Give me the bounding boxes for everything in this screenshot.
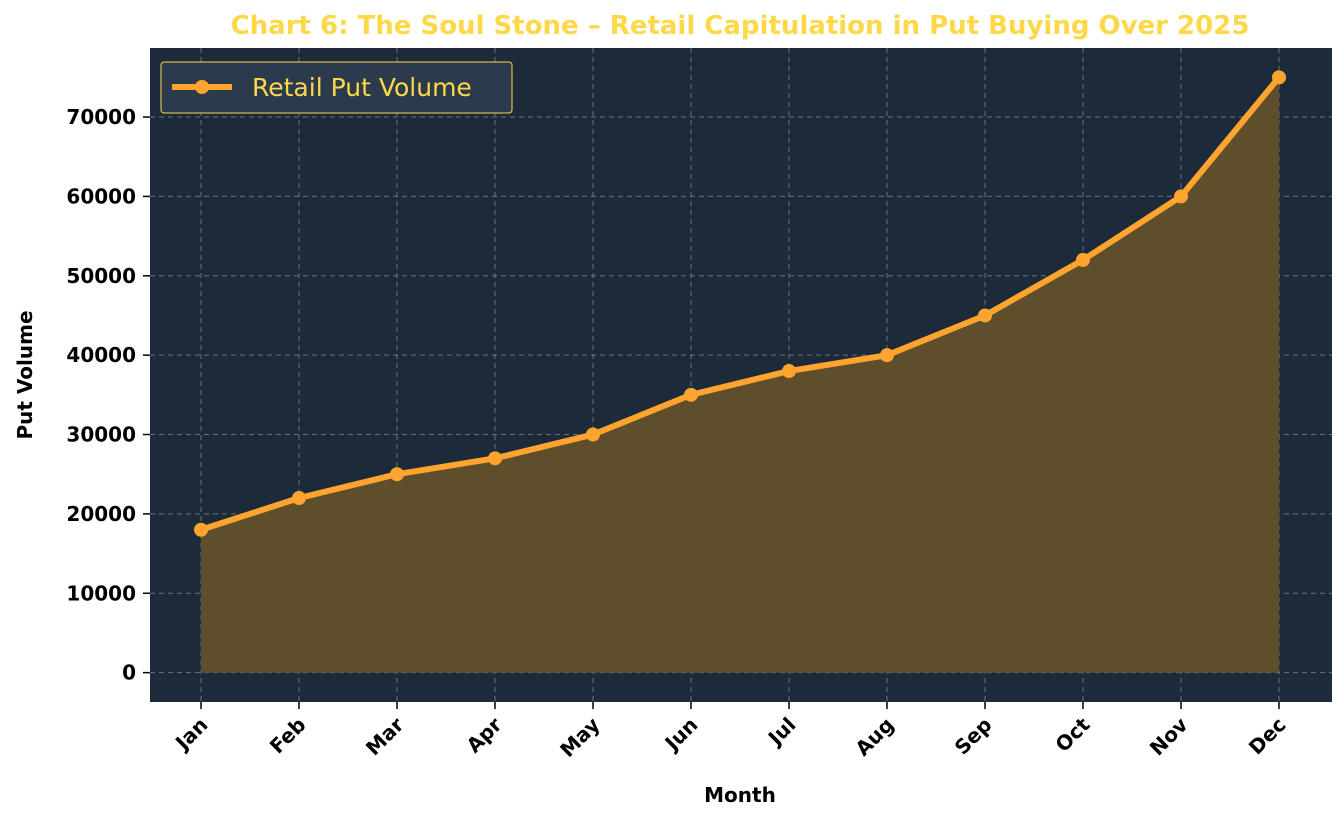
data-points — [194, 70, 1286, 537]
legend-box — [160, 61, 513, 114]
data-point-jan — [194, 522, 208, 537]
data-point-mar — [390, 467, 404, 482]
data-point-apr — [488, 451, 502, 466]
data-point-aug — [880, 348, 894, 363]
x-tick-label: Nov — [1145, 713, 1193, 761]
x-tick-label: Mar — [361, 712, 409, 760]
data-point-oct — [1076, 252, 1090, 267]
x-tick-label: Jan — [169, 713, 212, 756]
y-tick-label: 40000 — [66, 343, 136, 367]
chart-title: Chart 6: The Soul Stone – Retail Capitul… — [231, 11, 1250, 41]
series-line — [198, 74, 1282, 533]
y-axis-ticks: 0 10000 20000 30000 40000 50000 60000 70000 — [66, 105, 150, 685]
x-tick-label: Sep — [950, 713, 997, 760]
y-tick-label: 30000 — [66, 423, 136, 447]
x-tick-label: Jul — [762, 713, 801, 752]
legend-label: Retail Put Volume — [252, 73, 472, 102]
x-tick-label: Dec — [1244, 713, 1291, 760]
y-tick-label: 10000 — [66, 581, 136, 605]
data-point-dec — [1272, 70, 1286, 85]
x-tick-label: May — [555, 713, 604, 762]
legend[interactable]: Retail Put Volume — [160, 61, 513, 114]
data-point-jun — [684, 387, 698, 402]
x-tick-label: Oct — [1050, 712, 1094, 756]
x-tick-label: Aug — [850, 713, 898, 761]
data-point-sep — [978, 308, 992, 323]
x-tick-label: Apr — [462, 712, 507, 757]
x-tick-label: Feb — [265, 713, 311, 759]
y-tick-label: 70000 — [66, 105, 136, 129]
legend-marker-icon — [195, 80, 209, 94]
area-fill — [201, 77, 1279, 673]
y-axis-label: Put Volume — [13, 310, 37, 439]
x-axis-ticks: Jan Feb Mar Apr May Jun Jul Aug Sep Oct Nov Dec — [169, 702, 1291, 762]
y-tick-label: 60000 — [66, 184, 136, 208]
y-tick-label: 0 — [122, 661, 136, 685]
data-point-jul — [782, 364, 796, 379]
y-tick-label: 50000 — [66, 264, 136, 288]
data-point-may — [586, 427, 600, 442]
x-axis-label: Month — [704, 783, 776, 807]
y-tick-label: 20000 — [66, 502, 136, 526]
data-point-feb — [292, 491, 306, 506]
data-point-nov — [1174, 189, 1188, 204]
x-tick-label: Jun — [659, 713, 703, 757]
